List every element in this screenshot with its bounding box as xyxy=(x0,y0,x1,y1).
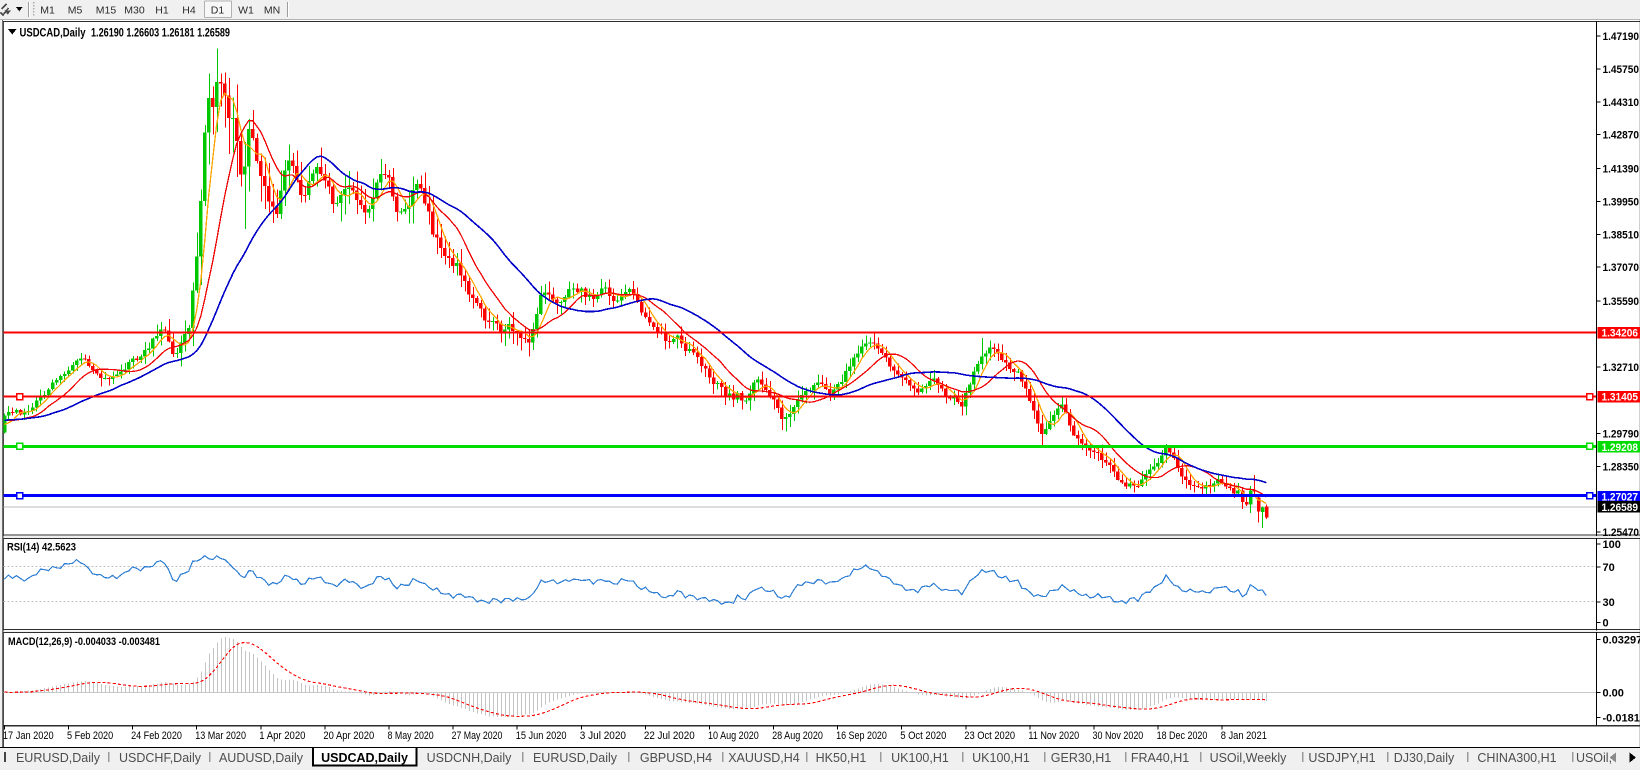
svg-text:1.38510: 1.38510 xyxy=(1603,229,1640,241)
svg-text:GER30,H1: GER30,H1 xyxy=(1051,751,1111,765)
svg-text:28 Aug 2020: 28 Aug 2020 xyxy=(772,730,823,742)
svg-text:0.00: 0.00 xyxy=(1603,688,1624,700)
svg-text:1.27027: 1.27027 xyxy=(1602,492,1639,504)
svg-text:15 Jun 2020: 15 Jun 2020 xyxy=(516,730,567,742)
svg-text:5 Oct 2020: 5 Oct 2020 xyxy=(900,730,946,742)
svg-text:XAUUSD,H4: XAUUSD,H4 xyxy=(728,751,800,765)
svg-text:18 Dec 2020: 18 Dec 2020 xyxy=(1157,730,1208,742)
svg-text:AUDUSD,Daily: AUDUSD,Daily xyxy=(219,751,304,765)
svg-text:100: 100 xyxy=(1603,539,1621,551)
svg-text:1.29790: 1.29790 xyxy=(1603,429,1640,441)
svg-text:H1: H1 xyxy=(155,5,169,17)
svg-text:1.39950: 1.39950 xyxy=(1603,196,1640,208)
svg-text:USOil,Weekly: USOil,Weekly xyxy=(1210,751,1288,765)
svg-text:5 Feb 2020: 5 Feb 2020 xyxy=(67,730,113,742)
svg-text:1.47190: 1.47190 xyxy=(1603,31,1640,43)
svg-text:24 Feb 2020: 24 Feb 2020 xyxy=(131,730,182,742)
svg-text:HK50,H1: HK50,H1 xyxy=(816,751,867,765)
svg-text:DJ30,Daily: DJ30,Daily xyxy=(1394,751,1455,765)
svg-text:M5: M5 xyxy=(68,5,83,17)
svg-text:20 Apr 2020: 20 Apr 2020 xyxy=(323,730,374,742)
svg-text:UK100,H1: UK100,H1 xyxy=(891,751,949,765)
svg-text:USDJPY,H1: USDJPY,H1 xyxy=(1308,751,1375,765)
svg-text:MACD(12,26,9) -0.004033 -0.003: MACD(12,26,9) -0.004033 -0.003481 xyxy=(8,636,160,648)
svg-text:CHINA300,H1: CHINA300,H1 xyxy=(1477,751,1556,765)
svg-text:M15: M15 xyxy=(96,5,117,17)
svg-text:USDCAD,Daily: USDCAD,Daily xyxy=(321,751,408,765)
svg-text:0: 0 xyxy=(1603,617,1609,629)
svg-text:1.44310: 1.44310 xyxy=(1603,97,1640,109)
svg-text:H4: H4 xyxy=(182,5,196,17)
svg-text:1.29208: 1.29208 xyxy=(1602,442,1639,454)
svg-text:USOil,: USOil, xyxy=(1576,751,1612,765)
svg-text:EURUSD,Daily: EURUSD,Daily xyxy=(16,751,101,765)
svg-text:UK100,H1: UK100,H1 xyxy=(972,751,1030,765)
svg-text:1.26190 1.26603 1.26181 1.2658: 1.26190 1.26603 1.26181 1.26589 xyxy=(91,28,230,40)
svg-text:23 Oct 2020: 23 Oct 2020 xyxy=(964,730,1015,742)
svg-text:8 Jan 2021: 8 Jan 2021 xyxy=(1221,730,1267,742)
svg-text:1.34206: 1.34206 xyxy=(1602,328,1639,340)
svg-text:17 Jan 2020: 17 Jan 2020 xyxy=(3,730,54,742)
svg-text:1 Apr 2020: 1 Apr 2020 xyxy=(259,730,305,742)
svg-text:-0.018154: -0.018154 xyxy=(1603,713,1640,725)
svg-text:13 Mar 2020: 13 Mar 2020 xyxy=(195,730,246,742)
svg-text:8 May 2020: 8 May 2020 xyxy=(388,730,434,742)
svg-text:1.41390: 1.41390 xyxy=(1603,164,1640,176)
svg-text:11 Nov 2020: 11 Nov 2020 xyxy=(1028,730,1079,742)
svg-text:1.31405: 1.31405 xyxy=(1602,392,1639,404)
svg-text:22 Jul 2020: 22 Jul 2020 xyxy=(644,730,695,742)
svg-text:M30: M30 xyxy=(124,5,145,17)
svg-text:USDCHF,Daily: USDCHF,Daily xyxy=(119,751,202,765)
svg-text:1.26589: 1.26589 xyxy=(1602,502,1639,514)
svg-text:M1: M1 xyxy=(40,5,55,17)
svg-text:0.032972: 0.032972 xyxy=(1603,634,1640,646)
svg-text:3 Jul 2020: 3 Jul 2020 xyxy=(580,730,626,742)
svg-text:1.35590: 1.35590 xyxy=(1603,296,1640,308)
svg-text:FRA40,H1: FRA40,H1 xyxy=(1131,751,1189,765)
svg-text:1.32710: 1.32710 xyxy=(1603,362,1640,374)
svg-text:1.37070: 1.37070 xyxy=(1603,262,1640,274)
svg-text:1.25470: 1.25470 xyxy=(1603,527,1640,539)
svg-text:10 Aug 2020: 10 Aug 2020 xyxy=(708,730,759,742)
svg-text:GBPUSD,H4: GBPUSD,H4 xyxy=(640,751,712,765)
svg-text:W1: W1 xyxy=(238,5,254,17)
svg-text:RSI(14) 42.5623: RSI(14) 42.5623 xyxy=(7,542,76,554)
svg-text:30: 30 xyxy=(1603,597,1615,609)
svg-text:70: 70 xyxy=(1603,562,1615,574)
svg-text:16 Sep 2020: 16 Sep 2020 xyxy=(836,730,887,742)
svg-text:30 Nov 2020: 30 Nov 2020 xyxy=(1093,730,1144,742)
svg-text:1.28350: 1.28350 xyxy=(1603,461,1640,473)
svg-text:1.42870: 1.42870 xyxy=(1603,130,1640,142)
svg-text:D1: D1 xyxy=(211,5,225,17)
svg-text:USDCAD,Daily: USDCAD,Daily xyxy=(20,28,86,40)
svg-text:1.45750: 1.45750 xyxy=(1603,64,1640,76)
svg-text:27 May 2020: 27 May 2020 xyxy=(452,730,503,742)
svg-text:USDCNH,Daily: USDCNH,Daily xyxy=(427,751,512,765)
svg-text:EURUSD,Daily: EURUSD,Daily xyxy=(533,751,618,765)
svg-text:MN: MN xyxy=(264,5,280,17)
